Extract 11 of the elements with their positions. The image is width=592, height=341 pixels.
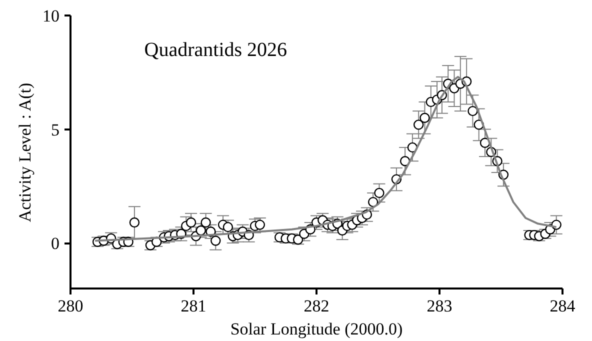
x-tick-label: 282 bbox=[304, 296, 330, 316]
y-tick-label: 10 bbox=[42, 6, 60, 26]
x-tick-label: 280 bbox=[58, 296, 84, 316]
y-tick-label: 0 bbox=[51, 234, 60, 253]
x-tick-label: 283 bbox=[426, 296, 452, 316]
x-axis-title: Solar Longitude (2000.0) bbox=[230, 320, 403, 338]
text: Quadrantids 2026 bbox=[144, 39, 288, 61]
y-axis-title: Activity Level : A(t) bbox=[16, 82, 34, 222]
x-tick-label: 284 bbox=[550, 296, 576, 316]
y-tick-label: 5 bbox=[51, 120, 60, 140]
x-tick-label: 281 bbox=[180, 296, 206, 316]
